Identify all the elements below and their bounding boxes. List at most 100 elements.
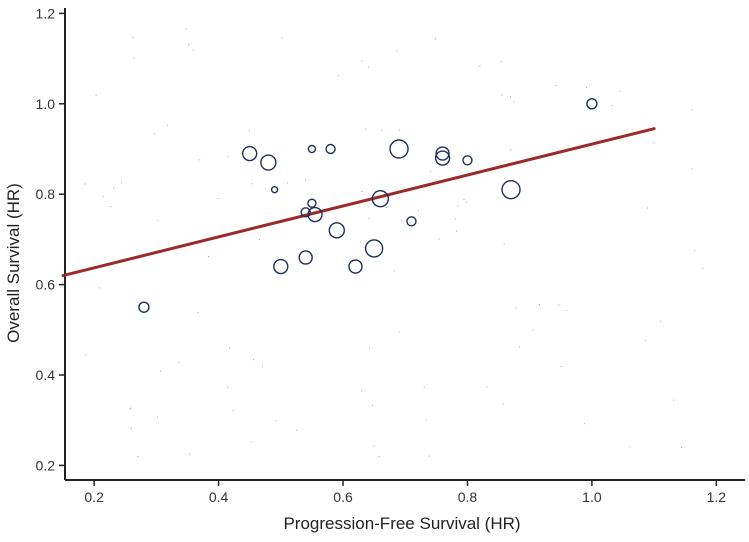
speckle-dot	[385, 207, 387, 209]
speckle-dot	[110, 206, 112, 208]
speckle-dot	[130, 407, 132, 409]
y-tick-label: 0.4	[36, 367, 56, 383]
x-tick-label: 0.6	[333, 489, 353, 505]
speckle-dot	[430, 170, 432, 172]
speckle-dot	[160, 370, 162, 372]
speckle-dot	[673, 399, 675, 401]
speckle-dot	[509, 149, 511, 151]
regression-line	[61, 127, 656, 278]
speckle-dot	[502, 403, 504, 405]
data-point	[328, 222, 345, 239]
speckle-dot	[501, 94, 503, 96]
speckle-dot	[338, 75, 340, 77]
speckle-dot	[401, 219, 403, 221]
speckle-dot	[538, 304, 540, 306]
data-point	[300, 207, 311, 218]
data-point	[389, 139, 409, 159]
speckle-dot	[694, 250, 696, 252]
speckle-dot	[510, 96, 512, 98]
speckle-dot	[583, 423, 585, 425]
x-tick-label: 0.8	[458, 489, 478, 505]
y-axis-ticks: 0.2 0.4 0.6 0.8 1.0 1.2	[36, 5, 65, 473]
data-point	[307, 144, 317, 154]
speckle-dot	[287, 182, 289, 184]
data-point	[307, 206, 323, 223]
speckle-dot	[85, 354, 87, 356]
speckle-dot	[368, 347, 370, 349]
x-tick-label: 1.0	[582, 489, 602, 505]
speckle-dot	[373, 445, 375, 447]
speckle-dot	[513, 100, 515, 102]
speckle-dot	[434, 38, 436, 40]
y-axis-title: Overall Survival (HR)	[4, 183, 23, 343]
x-tick-label: 0.4	[209, 489, 229, 505]
speckle-dot	[130, 428, 132, 430]
y-tick-label: 0.6	[36, 277, 56, 293]
speckle-dot	[653, 142, 655, 144]
speckle-dot	[428, 455, 430, 457]
y-tick-label: 1.0	[36, 96, 56, 112]
x-axis-ticks: 0.2 0.4 0.6 0.8 1.0 1.2	[84, 480, 726, 505]
data-point	[348, 259, 363, 274]
x-tick-label: 0.2	[84, 489, 104, 505]
speckle-dot	[398, 331, 400, 333]
speckle-dot	[208, 255, 210, 257]
data-point	[273, 258, 289, 275]
speckle-dot	[133, 57, 135, 59]
data-points	[138, 98, 598, 313]
data-point	[371, 190, 390, 208]
speckle-dot	[187, 44, 189, 46]
speckle-dot	[296, 429, 298, 431]
speckle-dot	[137, 455, 139, 457]
data-point	[586, 98, 598, 110]
speckle-dot	[454, 218, 456, 220]
speckle-dot	[691, 168, 693, 170]
speckle-dot	[691, 109, 693, 111]
speckle-dot	[660, 320, 662, 322]
speckle-dot	[275, 420, 277, 422]
speckle-dot	[153, 133, 155, 135]
speckle-dot	[425, 419, 427, 421]
speckle-dot	[463, 198, 465, 200]
speckle-dot	[532, 329, 534, 331]
speckle-dot	[479, 65, 481, 67]
speckle-dot	[178, 361, 180, 363]
data-point	[435, 146, 450, 161]
data-point	[325, 143, 336, 155]
speckle-dot	[611, 105, 613, 107]
speckle-dot	[368, 217, 370, 219]
y-tick-label: 1.2	[36, 5, 56, 21]
speckle-dot	[555, 84, 557, 86]
data-point	[138, 301, 150, 313]
speckle-dot	[500, 61, 502, 63]
speckle-dot	[262, 365, 264, 367]
speckle-dot	[396, 50, 398, 52]
speckle-dot	[681, 446, 683, 448]
speckle-dot	[629, 446, 631, 448]
data-point	[501, 179, 521, 200]
y-tick-label: 0.2	[36, 457, 56, 473]
speckle-dot	[644, 339, 646, 341]
speckle-dot	[113, 187, 115, 189]
y-tick-label: 0.8	[36, 186, 56, 202]
speckle-dot	[619, 90, 621, 92]
data-point	[462, 155, 473, 166]
speckle-dot	[185, 28, 187, 30]
speckle-dot	[197, 312, 199, 314]
speckle-dot	[558, 304, 560, 306]
speckle-dot	[465, 201, 467, 203]
speckle-dot	[438, 238, 440, 240]
speckle-dot	[560, 366, 562, 368]
speckle-dot	[418, 210, 420, 212]
speckle-dot	[167, 124, 169, 126]
speckle-dot	[378, 455, 380, 457]
speckle-dot	[258, 238, 260, 240]
speckle-dot	[248, 130, 250, 132]
speckle-dot	[95, 94, 97, 96]
speckle-dot	[368, 66, 370, 68]
speckle-dot	[121, 181, 123, 183]
data-point	[406, 216, 417, 227]
speckle-dot	[381, 129, 383, 131]
speckle-dot	[399, 129, 401, 131]
